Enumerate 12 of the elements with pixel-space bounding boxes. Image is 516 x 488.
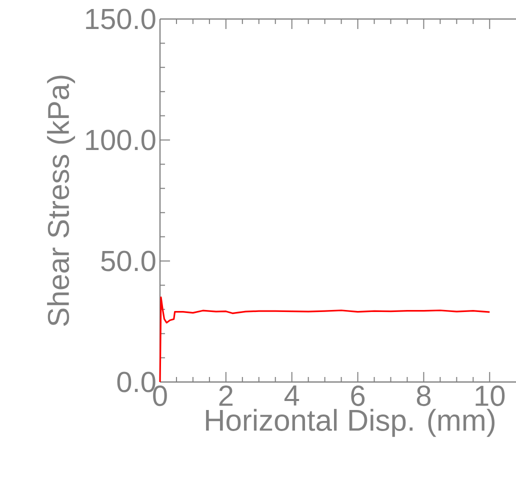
y-axis-title: Shear Stress (kPa) [47, 76, 76, 326]
x-tick-label: 6 [351, 386, 365, 406]
y-tick-label: 100.0 [86, 130, 156, 150]
x-tick-label: 8 [416, 386, 431, 406]
x-tick-label: 10 [476, 386, 505, 406]
x-axis-title: Horizontal Disp. (mm) [206, 408, 494, 437]
y-tick-label: 150.0 [86, 8, 156, 30]
y-tick-label: 50.0 [101, 250, 156, 272]
y-tick-label: 0.0 [117, 372, 156, 392]
x-tick-label: 0 [153, 386, 167, 406]
x-tick-label: 2 [219, 386, 233, 406]
x-tick-label: 4 [284, 386, 300, 406]
